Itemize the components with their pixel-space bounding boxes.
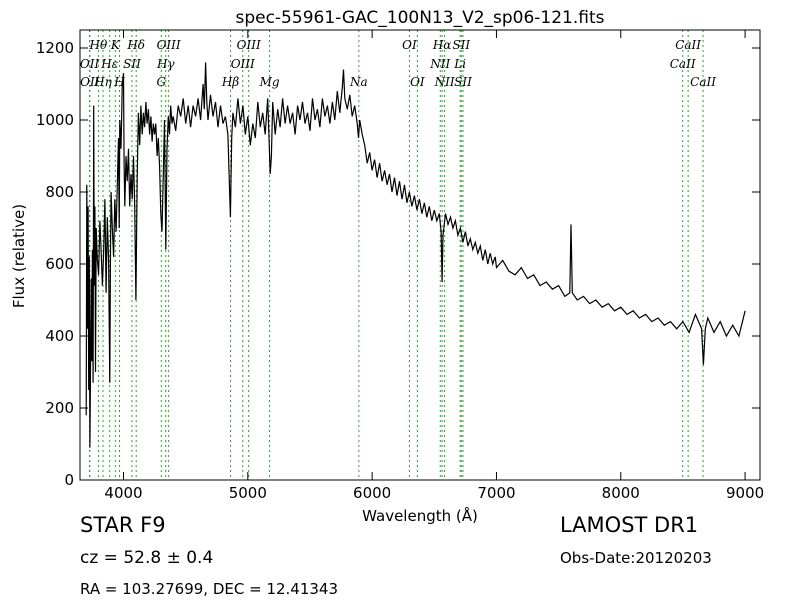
spectral-line-label: Hγ: [156, 57, 175, 71]
redshift-value: cz = 52.8 ± 0.4: [80, 548, 214, 568]
y-tick-label: 600: [45, 255, 74, 273]
spectral-line-label: SII: [123, 57, 141, 71]
spectrum-series-line: [85, 62, 746, 448]
x-tick-label: 9000: [726, 484, 764, 502]
y-tick-label: 800: [45, 183, 74, 201]
spectral-line-label: CaII: [675, 38, 701, 52]
plot-frame: [79, 29, 761, 481]
y-axis-label: Flux (relative): [10, 204, 28, 308]
x-axis-ticks: 4000 5000 6000 7000 8000 9000: [104, 30, 764, 502]
spectral-line-label: OI: [402, 38, 417, 52]
x-tick-label: 8000: [602, 484, 640, 502]
spectral-line-label: Mg: [259, 75, 280, 89]
survey-name: LAMOST DR1: [560, 513, 699, 537]
spectral-line-label: SII: [452, 38, 470, 52]
spectral-line-label: Hδ: [126, 38, 145, 52]
y-axis-ticks: 0 200 400 600 800 1000 1200: [36, 39, 760, 489]
spectral-line-label: OIII: [231, 57, 255, 71]
ra-dec-coordinates: RA = 103.27699, DEC = 12.41343: [80, 580, 339, 598]
object-class-label: STAR F9: [80, 513, 166, 537]
spectral-line-label: Hβ: [221, 75, 239, 89]
observation-date: Obs-Date:20120203: [560, 549, 712, 567]
spectral-line-label: Li: [453, 57, 466, 71]
spectral-line-markers: [89, 30, 704, 480]
spectral-line-label: Hθ: [89, 38, 108, 52]
y-tick-label: 1200: [36, 39, 74, 57]
spectral-line-label: SII: [454, 75, 472, 89]
spectral-line-label: CaII: [690, 75, 716, 89]
spectral-line-label: OIII: [237, 38, 261, 52]
y-tick-label: 200: [45, 399, 74, 417]
y-tick-label: 0: [64, 471, 74, 489]
spectral-line-label: Hη: [93, 75, 112, 89]
x-tick-label: 6000: [353, 484, 391, 502]
spectral-line-label: NII: [434, 75, 455, 89]
spectral-line-label: OII: [80, 75, 100, 89]
spectral-line-label: Hε: [100, 57, 118, 71]
x-axis-label: Wavelength (Å): [362, 506, 478, 525]
spectral-line-label: K: [110, 38, 121, 52]
spectral-line-label: Hα: [432, 38, 452, 52]
spectral-line-label: G: [157, 75, 167, 89]
spectral-line-label: OII: [80, 57, 100, 71]
x-tick-label: 7000: [477, 484, 515, 502]
x-tick-label: 4000: [104, 484, 142, 502]
spectral-line-label: NII: [429, 57, 450, 71]
y-tick-label: 1000: [36, 111, 74, 129]
spectral-line-label: Na: [349, 75, 368, 89]
spectral-line-label: CaII: [670, 57, 696, 71]
spectral-line-label: OIII: [157, 38, 181, 52]
spectral-line-label: OI: [410, 75, 425, 89]
y-tick-label: 400: [45, 327, 74, 345]
x-tick-label: 5000: [229, 484, 267, 502]
chart-title: spec-55961-GAC_100N13_V2_sp06-121.fits: [235, 8, 604, 28]
